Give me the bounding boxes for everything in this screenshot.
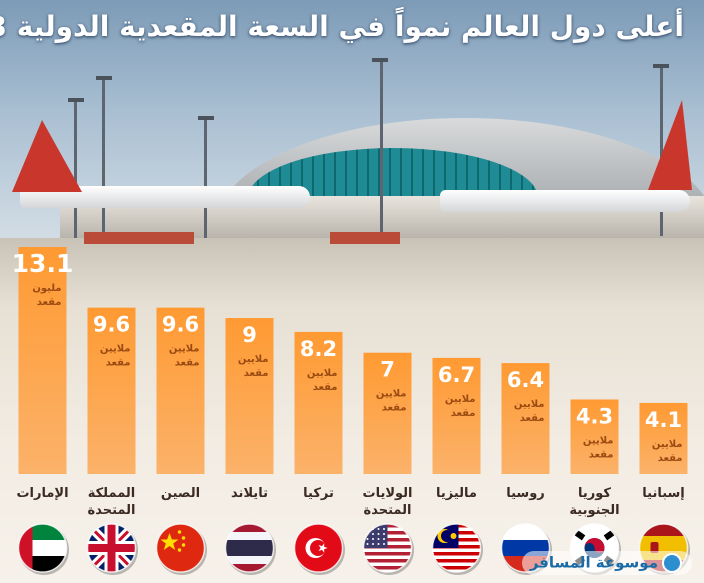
site-watermark: موسوعة المسافر — [521, 551, 692, 575]
airplane-right — [440, 190, 690, 212]
airplane-right-tail — [648, 100, 692, 190]
light-pole-lamp — [96, 76, 112, 80]
apron — [0, 238, 704, 583]
light-pole-lamp — [653, 64, 669, 68]
light-pole — [102, 78, 105, 238]
light-pole-lamp — [68, 98, 84, 102]
airplane-left — [20, 186, 310, 208]
light-pole-lamp — [198, 116, 214, 120]
globe-icon — [662, 553, 682, 573]
ground-vehicles — [84, 232, 194, 244]
watermark-text: موسوعة المسافر — [529, 553, 658, 572]
light-pole — [380, 60, 383, 240]
light-pole — [204, 118, 207, 238]
airplane-left-tail — [12, 120, 82, 192]
chart-title: أعلى دول العالم نمواً في السعة المقعدية … — [0, 10, 684, 43]
ground-vehicles — [330, 232, 400, 244]
light-pole-lamp — [372, 58, 388, 62]
